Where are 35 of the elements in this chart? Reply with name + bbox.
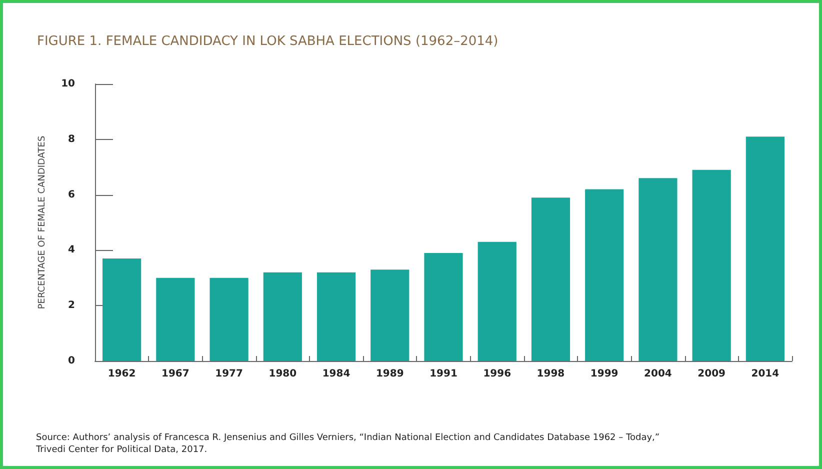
y-tick-label: 6 <box>68 189 76 200</box>
x-tick-label: 1984 <box>322 368 350 380</box>
bar <box>692 170 731 361</box>
x-tick-label: 2009 <box>698 368 726 380</box>
bar <box>316 272 356 361</box>
x-tick-label: 1977 <box>215 368 243 380</box>
bar <box>156 278 195 361</box>
bar <box>263 272 302 361</box>
y-tick-label: 10 <box>61 78 76 90</box>
y-tick-label: 8 <box>68 134 76 145</box>
bar <box>102 258 142 361</box>
bar <box>370 270 410 361</box>
x-tick-label: 1967 <box>162 368 190 380</box>
y-tick-label: 0 <box>68 356 76 366</box>
x-tick-label: 2014 <box>751 368 780 380</box>
x-tick-label: 1980 <box>268 368 297 380</box>
x-tick-label: 1962 <box>108 368 136 380</box>
bar <box>210 278 248 361</box>
y-tick-label: 2 <box>68 300 76 312</box>
y-tick-label: 4 <box>68 244 76 256</box>
bar <box>585 189 624 361</box>
x-tick-label: 1991 <box>430 368 458 380</box>
chart-title: FIGURE 1. FEMALE CANDIDACY IN LOK SABHA ELECTIONS (1962–2014) <box>37 34 498 49</box>
bar <box>424 252 463 361</box>
x-tick-label: 2004 <box>644 368 672 380</box>
x-tick-label: 1996 <box>483 368 512 380</box>
bar <box>478 242 516 361</box>
x-tick-label: 1998 <box>536 368 565 380</box>
source-note: Source: Authors’ analysis of Francesca R. Jensenius and Gilles Verniers, “Indian National Election and Candidates Database 1962 – Today,” Trivedi Center for Political Data, 2017. <box>35 433 662 455</box>
bar <box>746 136 784 361</box>
y-axis-title: PERCENTAGE OF FEMALE CANDIDATES <box>38 136 48 310</box>
x-tick-label: 1989 <box>376 368 404 380</box>
x-tick-label: 1999 <box>590 368 618 380</box>
bar <box>638 178 678 361</box>
bar <box>531 198 570 361</box>
